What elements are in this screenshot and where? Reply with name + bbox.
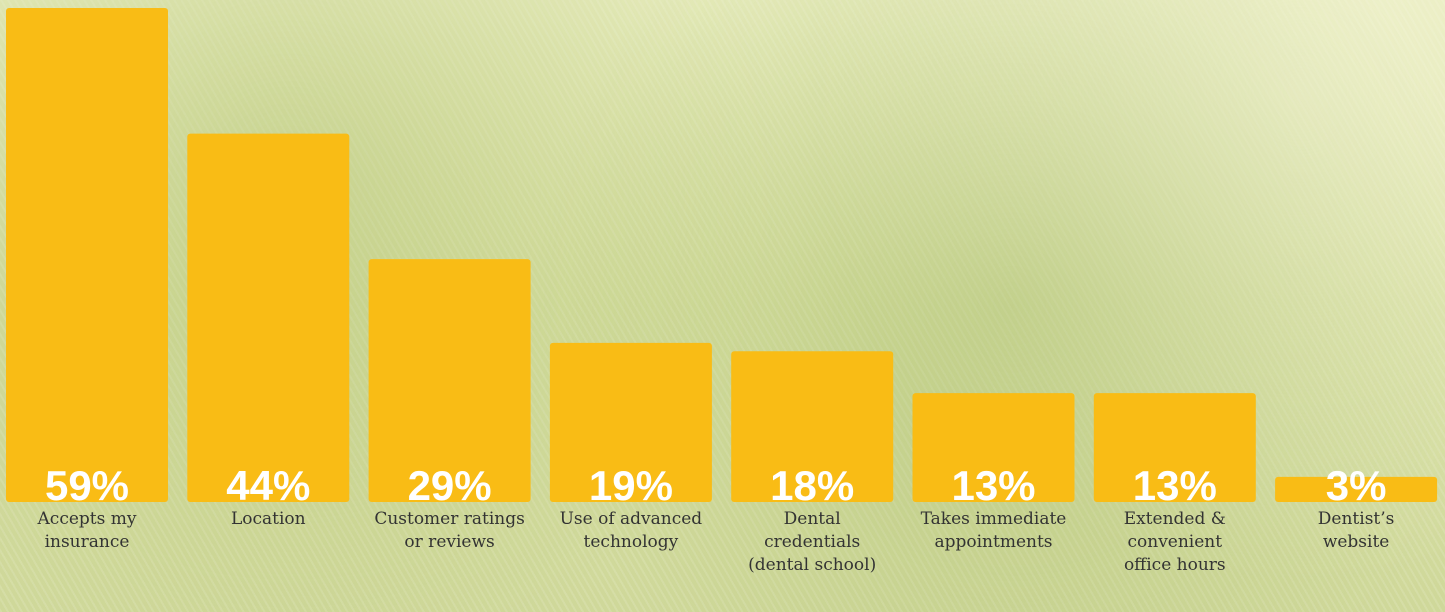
- bar: [187, 133, 350, 503]
- bar: [912, 393, 1075, 502]
- category-label: Takes immediate appointments: [920, 509, 1067, 552]
- value-label: 18%: [770, 462, 854, 509]
- bar: [6, 8, 168, 502]
- category-label: Extended & convenient office hours: [1123, 509, 1226, 575]
- bar: [549, 342, 712, 502]
- value-label: 19%: [589, 462, 673, 509]
- value-label: 13%: [951, 462, 1035, 509]
- category-label: Location: [230, 509, 306, 529]
- bar: [368, 259, 531, 502]
- value-label: 44%: [226, 462, 310, 509]
- category-label: Customer ratings or reviews: [374, 509, 525, 552]
- category-label: Accepts my insurance: [37, 509, 137, 552]
- bar: [1275, 476, 1438, 502]
- value-label: 29%: [408, 462, 492, 509]
- bar: [1093, 393, 1256, 502]
- bar: [731, 351, 894, 502]
- value-label: 13%: [1133, 462, 1217, 509]
- value-label: 3%: [1326, 462, 1387, 509]
- value-label: 59%: [45, 462, 129, 509]
- category-label: Dental credentials (dental school): [748, 509, 877, 575]
- category-label: Use of advanced technology: [559, 509, 703, 552]
- category-label: Dentist’s website: [1317, 509, 1395, 552]
